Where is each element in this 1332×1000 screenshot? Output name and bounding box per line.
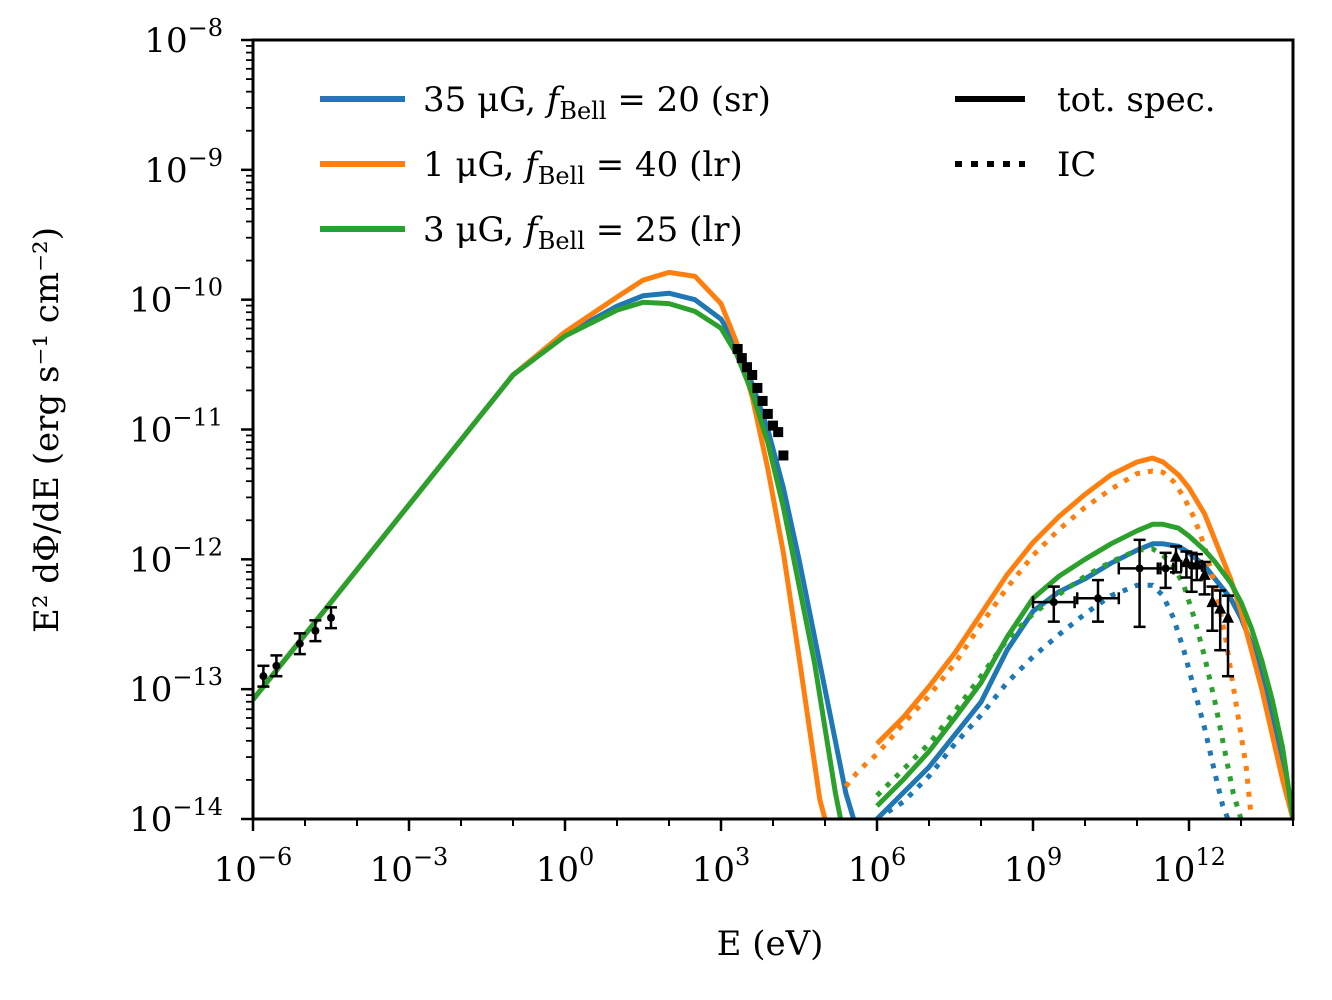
y-tick-label-4: 10−12 [129,533,223,580]
data-point-2-2 [1117,538,1162,629]
data-point-3-3 [1198,560,1211,596]
data-point-1-7 [768,420,778,431]
y-tick-label-6: 10−14 [129,793,223,840]
legend-style-item-0: tot. spec. [955,80,1216,120]
legend-item-0: 35 μG, fBell = 20 (sr) [320,80,771,125]
x-tick-label-0: 10−6 [214,843,293,890]
svg-text:35 μG, fBell = 20 (sr): 35 μG, fBell = 20 (sr) [423,80,771,125]
x-tick-label-4: 106 [848,843,907,890]
data-point-1-6 [762,408,773,419]
data-point-1-5 [757,395,768,406]
x-axis-label: E (eV) [717,924,824,964]
series-line-4 [875,455,1293,819]
data-point-0-1 [270,654,283,678]
data-point-3-0 [1170,545,1182,574]
data-point-1-8 [773,427,784,438]
data-point-0-2 [293,632,306,656]
svg-text:1 μG, fBell = 40 (lr): 1 μG, fBell = 40 (lr) [423,145,743,190]
legend-item-2: 3 μG, fBell = 25 (lr) [320,210,743,255]
data-point-1-1 [736,353,747,364]
data-point-3-1 [1180,550,1193,579]
data-point-3-4 [1206,585,1219,632]
legend-item-1: 1 μG, fBell = 40 (lr) [320,145,743,190]
x-tick-label-1: 10−3 [370,843,449,890]
series-line-7 [875,521,1293,819]
y-tick-label-3: 10−11 [129,404,223,451]
y-tick-label-2: 10−10 [129,274,223,321]
svg-text:IC: IC [1057,145,1096,185]
data-point-2-0 [1031,585,1076,623]
series-line-6 [253,299,844,819]
series-layer [253,269,1293,819]
x-tick-label-5: 109 [1004,843,1063,890]
data-point-1-0 [732,344,743,355]
data-point-1-9 [778,450,789,461]
legend: 35 μG, fBell = 20 (sr) 1 μG, fBell = 40 (… [320,80,1216,255]
data-point-0-0 [257,664,270,688]
data-point-0-3 [309,619,322,643]
x-tick-labels: 10−6 10−3 100 103 106 109 1012 [214,843,1226,890]
legend-style-item-1: IC [955,145,1096,185]
data-point-1-3 [747,369,758,380]
data-point-2-3 [1156,551,1175,590]
svg-text:3 μG, fBell = 25 (lr): 3 μG, fBell = 25 (lr) [423,210,743,255]
data-point-0-4 [325,606,337,630]
x-tick-label-6: 1012 [1152,843,1226,890]
data-point-2-1 [1075,578,1121,623]
svg-text:tot. spec.: tot. spec. [1057,80,1216,120]
y-tick-labels: 10−8 10−9 10−10 10−11 10−12 10−13 10−14 [129,14,223,840]
series-line-0 [253,290,856,819]
ticks-layer [241,38,1294,831]
x-tick-label-2: 100 [536,843,595,890]
y-tick-label-1: 10−9 [144,144,223,191]
observations-layer [257,344,1234,688]
data-point-1-4 [752,382,763,393]
x-tick-label-3: 103 [692,843,751,890]
y-axis-label: E² dΦ/dE (erg s⁻¹ cm⁻²) [27,227,67,633]
data-point-1-2 [742,362,752,373]
y-tick-label-5: 10−13 [129,663,223,710]
data-point-3-6 [1222,594,1234,678]
series-line-2 [875,582,1231,819]
y-tick-label-0: 10−8 [144,14,223,61]
data-point-3-2 [1190,552,1203,582]
data-point-3-5 [1214,589,1227,652]
